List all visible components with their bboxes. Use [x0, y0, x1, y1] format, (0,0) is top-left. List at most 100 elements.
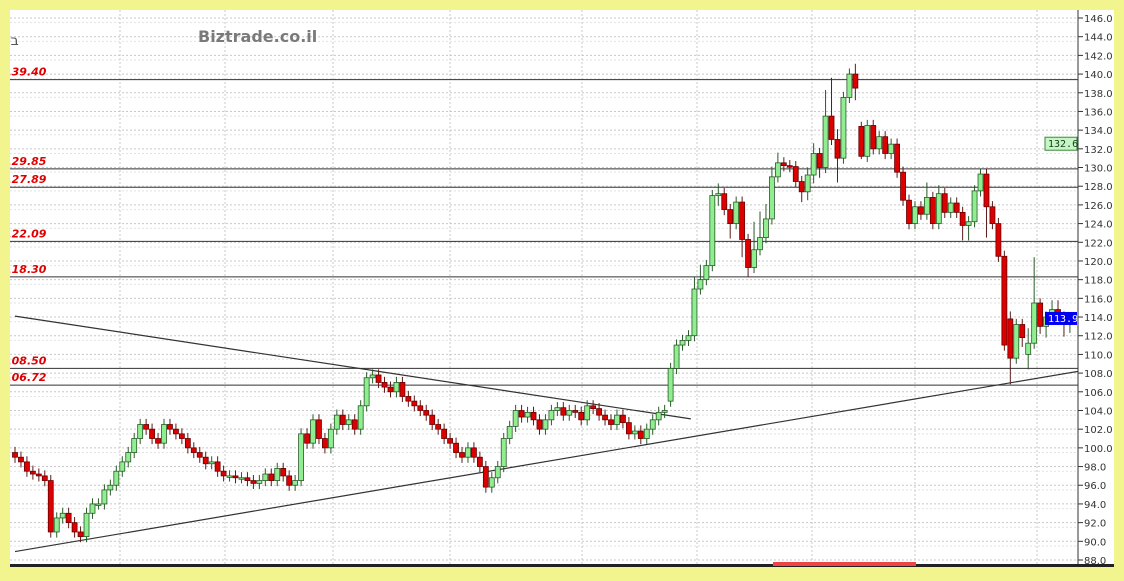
candle-down: [745, 233, 751, 277]
candle-body: [953, 202, 960, 213]
y-tick-label: 130.0: [1084, 164, 1113, 175]
candle-body: [190, 447, 197, 453]
candle-body: [971, 190, 978, 223]
candle-up: [226, 470, 233, 482]
candle-body: [256, 480, 263, 484]
candle-body: [512, 410, 519, 427]
candle-body: [399, 382, 406, 397]
y-tick-label: 116.0: [1084, 294, 1113, 305]
candle-down: [602, 409, 608, 426]
candle-down: [399, 376, 406, 403]
candle-body: [894, 143, 900, 173]
candle-down: [18, 451, 24, 468]
candle-up: [1031, 257, 1038, 349]
candle-body: [24, 461, 30, 472]
candle-body: [965, 221, 972, 226]
y-tick-label: 126.0: [1084, 201, 1113, 212]
candle-body: [196, 452, 203, 458]
candle-body: [590, 405, 597, 410]
candle-down: [232, 470, 239, 484]
y-tick-label: 138.0: [1084, 89, 1113, 100]
candle-up: [769, 166, 775, 225]
level-label: 122.09: [4, 227, 47, 240]
candle-up: [631, 425, 638, 440]
candle-body: [345, 419, 352, 425]
candle-up: [649, 414, 656, 435]
candle-up: [274, 462, 281, 487]
candle-down: [429, 409, 436, 431]
level-label: 106.72: [4, 371, 47, 384]
y-tick-label: 146.0: [1084, 14, 1113, 25]
candle-up: [524, 406, 531, 423]
candle-up: [888, 138, 895, 160]
candle-up: [208, 456, 215, 470]
candle-down: [786, 160, 793, 173]
plot-area: [10, 10, 1078, 566]
candle-body: [882, 136, 889, 154]
candle-down: [196, 446, 203, 463]
candle-body: [494, 466, 501, 479]
level-label: 118.30: [4, 263, 47, 276]
candle-body: [244, 477, 251, 481]
grid: [10, 10, 1078, 566]
candle-up: [864, 119, 871, 162]
candle-body: [536, 419, 543, 430]
y-tick-label: 96.0: [1084, 481, 1106, 492]
candle-body: [620, 414, 626, 424]
candle-body: [387, 386, 394, 393]
candle-body: [286, 475, 293, 486]
candle-down: [220, 465, 227, 482]
candle-body: [679, 339, 686, 346]
candle-up: [363, 372, 370, 412]
candle-up: [506, 420, 513, 445]
candle-body: [322, 438, 328, 449]
candle-body: [268, 473, 275, 481]
trendline: [14, 315, 691, 420]
candle-body: [786, 165, 793, 168]
candle-down: [530, 406, 537, 426]
candle-body: [816, 153, 823, 168]
candle-down: [12, 446, 18, 463]
candle-down: [202, 451, 209, 470]
candle-down: [24, 456, 30, 477]
candle-body: [721, 193, 728, 210]
candle-body: [125, 452, 132, 463]
candle-up: [691, 276, 698, 342]
candle-body: [459, 452, 465, 458]
candle-body: [625, 422, 632, 435]
candle-body: [369, 374, 376, 379]
candle-body: [155, 438, 161, 444]
candle-body: [691, 288, 698, 337]
y-tick-label: 144.0: [1084, 33, 1113, 44]
candle-body: [643, 428, 650, 439]
candle-body: [405, 396, 412, 402]
candle-up: [643, 423, 650, 445]
candle-up: [113, 465, 120, 491]
candle-down: [453, 437, 459, 459]
candle-up: [310, 414, 316, 449]
candle-down: [304, 428, 310, 449]
candle-down: [387, 381, 394, 398]
candle-up: [554, 402, 561, 417]
candle-body: [661, 410, 668, 413]
candle-body: [876, 136, 883, 150]
candle-body: [548, 410, 555, 421]
level-label: 127.89: [4, 173, 47, 186]
candle-body: [947, 202, 954, 213]
candle-body: [393, 382, 400, 393]
candle-body: [280, 468, 287, 477]
candle-body: [655, 411, 662, 421]
y-tick-label: 94.0: [1084, 500, 1106, 511]
candle-body: [214, 461, 221, 472]
y-tick-label: 112.0: [1084, 332, 1113, 343]
candle-body: [339, 414, 346, 425]
candle-body: [983, 173, 990, 208]
candle-up: [1025, 328, 1032, 370]
candle-down: [816, 147, 823, 178]
candle-body: [453, 442, 459, 453]
candle-body: [488, 477, 495, 488]
candle-down: [65, 507, 72, 529]
candle-body: [727, 209, 734, 224]
candle-body: [757, 237, 763, 251]
candle-body: [572, 410, 579, 413]
